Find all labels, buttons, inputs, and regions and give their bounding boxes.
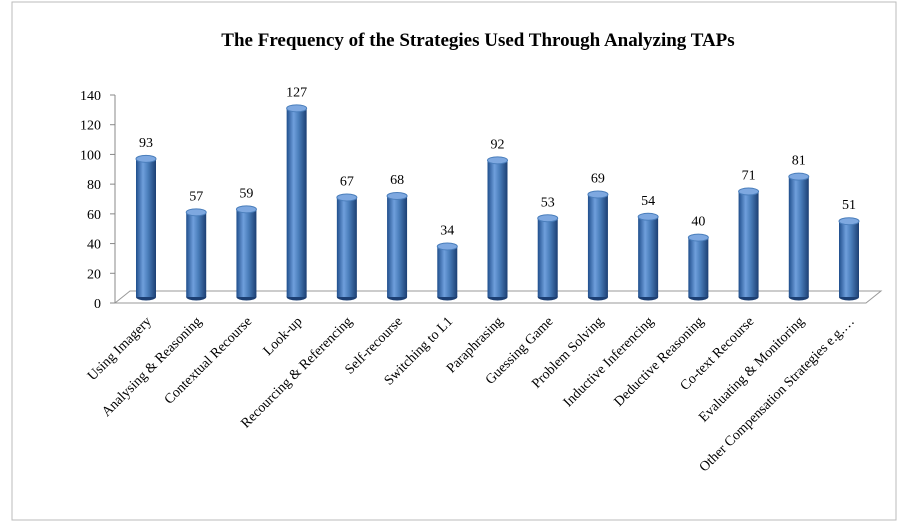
bar-top <box>838 217 860 226</box>
y-tick-label: 40 <box>87 238 101 253</box>
bar-top <box>386 191 408 200</box>
y-tick-label: 140 <box>80 89 101 104</box>
bar <box>537 218 558 297</box>
bar-top <box>235 205 257 214</box>
data-label: 81 <box>792 154 806 169</box>
bar <box>638 216 659 297</box>
data-label: 57 <box>189 189 203 204</box>
chart-title: The Frequency of the Strategies Used Thr… <box>221 30 734 51</box>
x-tick-label: Contextual Recourse <box>162 314 255 407</box>
bar <box>286 108 307 297</box>
bar-top <box>135 154 157 163</box>
bar <box>186 212 207 297</box>
bar <box>587 194 608 297</box>
bar <box>437 246 458 297</box>
data-label: 68 <box>390 173 404 188</box>
x-tick-label: Analysing & Reasoning <box>99 314 205 420</box>
bar <box>839 221 859 297</box>
bar-top <box>788 172 810 181</box>
bar <box>487 160 508 297</box>
data-label: 40 <box>691 215 705 230</box>
bar <box>236 209 257 297</box>
bar <box>738 191 759 297</box>
data-label: 59 <box>239 186 253 201</box>
bar-top <box>185 208 207 217</box>
x-tick-label: Look-up <box>261 314 306 359</box>
y-tick-label: 80 <box>87 178 101 193</box>
y-tick-label: 60 <box>87 208 101 223</box>
data-label: 54 <box>641 194 655 209</box>
bar <box>336 197 357 297</box>
data-label: 34 <box>440 223 454 238</box>
x-tick-label: Deductive Reasoning <box>612 314 708 410</box>
bar-top <box>687 233 709 242</box>
bar-top <box>436 242 458 251</box>
data-label: 53 <box>541 195 555 210</box>
data-label: 92 <box>491 137 505 152</box>
y-tick-label: 120 <box>80 119 101 134</box>
bar-top <box>537 214 559 223</box>
data-label: 67 <box>340 174 354 189</box>
data-label: 51 <box>842 198 856 213</box>
bar-top <box>286 104 308 113</box>
data-label: 71 <box>742 169 756 184</box>
data-label: 93 <box>139 136 153 151</box>
bar <box>387 195 408 297</box>
x-tick-label: Inductive Inferencing <box>561 314 657 410</box>
bar <box>788 176 809 297</box>
data-label: 69 <box>591 171 605 186</box>
chart-border <box>11 1 897 521</box>
bar-top <box>336 193 358 202</box>
data-label: 127 <box>286 85 307 100</box>
bar <box>688 237 709 297</box>
y-tick-label: 100 <box>80 148 101 163</box>
bar-top <box>487 156 508 165</box>
bar <box>136 158 156 297</box>
bar-top <box>738 187 760 196</box>
y-tick-label: 0 <box>94 297 101 312</box>
bar-top <box>637 212 659 221</box>
bar-top <box>587 190 609 199</box>
y-tick-label: 20 <box>87 267 101 282</box>
